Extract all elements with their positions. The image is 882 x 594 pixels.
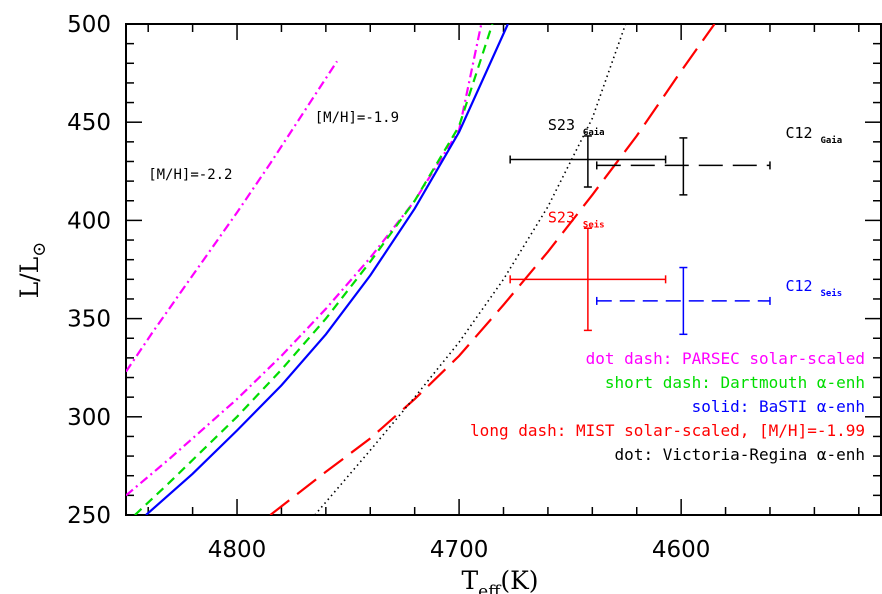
y-tick-label: 450 — [67, 110, 111, 136]
point-s23-seis: S23 Seis — [509, 208, 667, 332]
series-dartmouth — [134, 24, 494, 515]
axis-tick-labels: 4800 4700 4600 250 300 350 400 450 500 — [67, 12, 710, 563]
legend-entry: dot dash: PARSEC solar-scaled — [586, 349, 865, 368]
y-tick-label: 250 — [67, 503, 111, 529]
point-label: C12 — [786, 124, 813, 142]
point-s23-gaia: S23 Gaia — [509, 116, 667, 188]
point-c12-seis: C12 Seis — [596, 266, 843, 336]
legend-entry: long dash: MIST solar-scaled, [M/H]=-1.9… — [470, 421, 865, 440]
point-label: S23 — [548, 208, 575, 226]
series-basti — [145, 24, 509, 515]
y-tick-label: 500 — [67, 12, 111, 38]
point-label: C12 — [786, 277, 813, 295]
metallicity-label: [M/H]=-2.2 — [148, 167, 232, 183]
y-axis-title-sun-symbol: ⊙ — [29, 242, 50, 257]
x-tick-label: 4700 — [430, 537, 489, 563]
y-tick-label: 350 — [67, 307, 111, 333]
plot-frame — [125, 23, 882, 516]
y-axis-title: L/L⊙ — [15, 242, 50, 299]
x-axis-title-subscript: eff — [478, 582, 502, 594]
series-parsec_m22 — [126, 60, 338, 373]
error-bars: S23 Gaia C12 Gaia S23 Seis C12 Seis — [509, 116, 843, 336]
metallicity-label: [M/H]=-1.9 — [315, 110, 399, 126]
legend-entry: dot: Victoria-Regina α-enh — [615, 445, 865, 464]
x-axis-title: Teff(K) — [461, 566, 538, 594]
point-label-subscript: Gaia — [583, 127, 605, 138]
point-label-subscript: Seis — [583, 219, 605, 230]
y-tick-label: 300 — [67, 405, 111, 431]
legend-entry: solid: BaSTI α-enh — [692, 397, 865, 416]
legend: dot dash: PARSEC solar-scaled short dash:… — [470, 349, 865, 464]
point-label: S23 — [548, 116, 575, 134]
legend-entry: short dash: Dartmouth α-enh — [605, 373, 865, 392]
axis-ticks — [126, 23, 881, 516]
point-label-subscript: Seis — [821, 288, 843, 299]
metallicity-annotations: [M/H]=-2.2 [M/H]=-1.9 — [148, 110, 399, 183]
y-tick-label: 400 — [67, 208, 111, 234]
x-tick-label: 4600 — [652, 537, 711, 563]
series-mist — [269, 24, 716, 515]
isochrone-curves — [126, 24, 716, 515]
point-label-subscript: Gaia — [821, 135, 843, 146]
point-c12-gaia: C12 Gaia — [596, 124, 843, 196]
x-tick-label: 4800 — [208, 537, 267, 563]
series-parsec_m19 — [126, 24, 483, 497]
